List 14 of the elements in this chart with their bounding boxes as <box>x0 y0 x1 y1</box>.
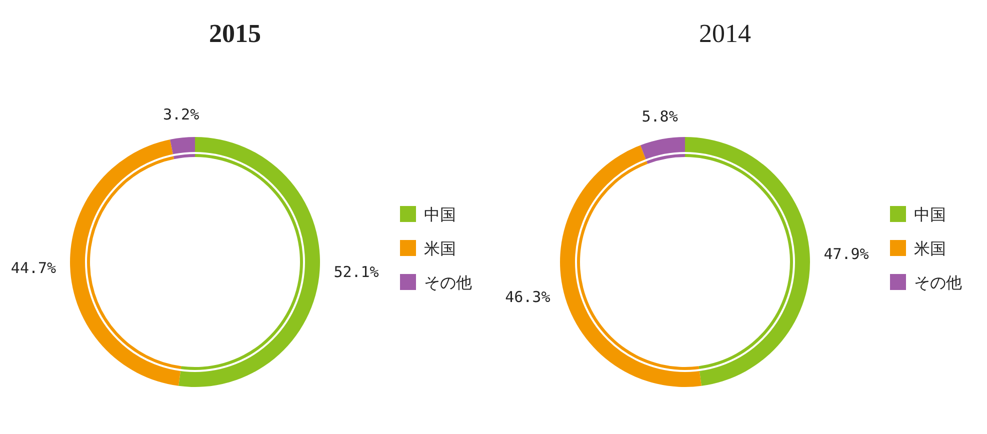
legend-label: 米国 <box>914 239 946 258</box>
data-label: 47.9% <box>824 244 869 263</box>
legend-label: その他 <box>424 273 472 292</box>
legend-label: 中国 <box>424 205 456 224</box>
chart-title: 2014 <box>699 19 751 48</box>
data-label: 5.8% <box>642 107 678 126</box>
data-label: 52.1% <box>334 263 379 282</box>
data-label: 46.3% <box>505 288 550 306</box>
data-label: 3.2% <box>162 106 200 124</box>
chart-title: 2015 <box>209 19 261 48</box>
legend-label: 米国 <box>424 239 456 258</box>
legend-label: その他 <box>914 273 962 292</box>
data-label: 44.7% <box>10 258 56 277</box>
legend-label: 中国 <box>914 205 946 224</box>
